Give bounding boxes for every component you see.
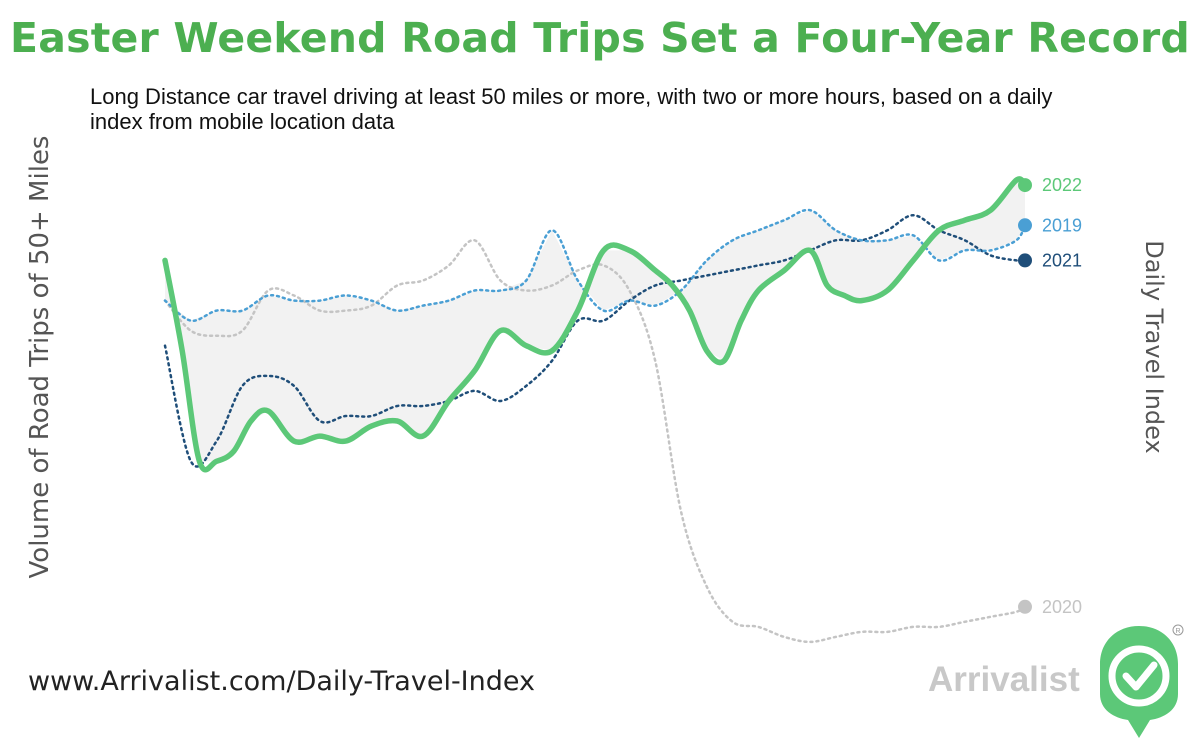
svg-text:R: R: [1175, 628, 1180, 635]
arrivalist-logo-icon: R: [1100, 624, 1184, 738]
end-labels-layer: 2020 2021 2019 2022: [1018, 175, 1082, 617]
series-end-marker-2021: [1018, 253, 1032, 268]
source-url-link[interactable]: www.Arrivalist.com/Daily-Travel-Index: [28, 666, 536, 697]
series-line-2021: [163, 213, 1027, 468]
series-lines-layer: [162, 176, 1028, 644]
series-end-marker-2019: [1018, 218, 1032, 233]
series-line-2020: [163, 239, 1027, 644]
series-end-marker-2020: [1018, 599, 1032, 614]
chart-title: Easter Weekend Road Trips Set a Four-Yea…: [10, 14, 1190, 62]
series-end-label-2021: 2021: [1042, 250, 1082, 270]
series-line-2019: [163, 208, 1027, 322]
chart-subtitle: Long Distance car travel driving at leas…: [90, 84, 1053, 134]
series-end-label-2020: 2020: [1042, 597, 1082, 617]
series-end-label-2022: 2022: [1042, 175, 1082, 195]
series-end-marker-2022: [1018, 178, 1032, 193]
series-line-2022: [162, 176, 1028, 473]
brand-wordmark: Arrivalist: [928, 660, 1080, 699]
series-end-label-2019: 2019: [1042, 215, 1082, 235]
